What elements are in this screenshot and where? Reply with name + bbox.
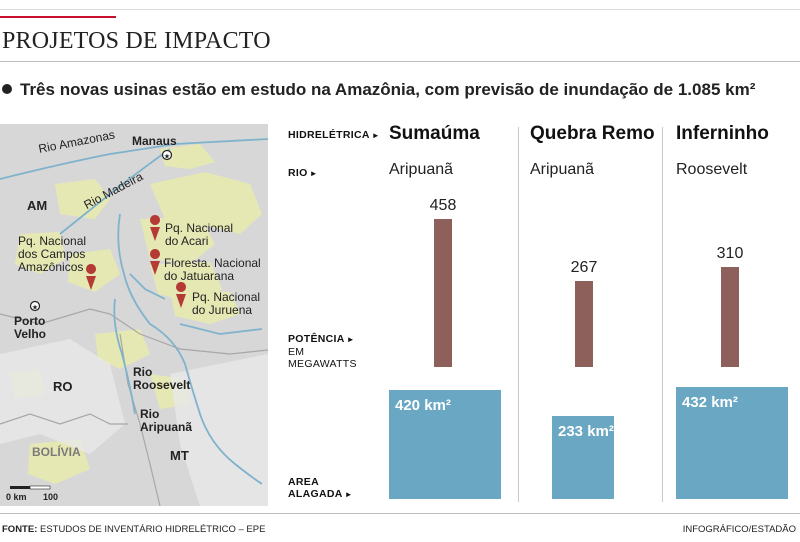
power-bar <box>721 266 739 367</box>
row-label-power: POTÊNCIA ► EM MEGAWATTS <box>288 333 357 370</box>
top-rule <box>0 9 800 10</box>
map: ★ ★ Manaus Porto Velho Rio Amazonas Rio … <box>0 124 268 506</box>
footer-rule <box>0 513 800 514</box>
power-value-label: 310 <box>716 244 744 262</box>
accent-line <box>0 16 116 18</box>
river-name: Roosevelt <box>676 161 748 178</box>
area-box <box>389 390 501 499</box>
river-label-roosevelt: Rio Roosevelt <box>133 365 191 392</box>
park-label-campos: Pq. Nacional dos Campos Amazônicos <box>18 234 87 274</box>
city-label-porto-velho: Porto Velho <box>14 314 47 341</box>
region-label-bolivia: BOLÍVIA <box>32 445 81 459</box>
area-value-label: 233 km² <box>558 423 614 440</box>
scale-label-hundred: 100 <box>43 492 59 502</box>
subtitle: Três novas usinas estão em estudo na Ama… <box>2 80 755 100</box>
bullet-icon <box>2 84 12 94</box>
region-label-am: AM <box>27 198 48 213</box>
svg-text:★: ★ <box>164 153 170 161</box>
row-label-area: AREA ALAGADA ► <box>288 476 353 500</box>
park-label-juruena: Pq. Nacional do Juruena <box>192 290 261 317</box>
row-label-plant: HIDRELÉTRICA ► <box>288 129 380 141</box>
city-label-manaus: Manaus <box>132 134 177 148</box>
scale-label-zero: 0 km <box>6 492 27 502</box>
river-name: Aripuanã <box>530 161 595 178</box>
plant-name: Inferninho <box>676 123 769 144</box>
area-value-label: 432 km² <box>682 394 738 411</box>
svg-text:★: ★ <box>32 304 38 312</box>
map-graphic: ★ ★ <box>0 138 268 506</box>
park-label-jatuarana: Floresta. Nacional do Jatuarana <box>164 256 261 283</box>
power-bar <box>434 219 452 367</box>
row-label-river: RIO ► <box>288 167 318 179</box>
subtitle-text: Três novas usinas estão em estudo na Ama… <box>20 80 756 99</box>
plant-name: Sumaúma <box>389 123 480 144</box>
area-value-label: 420 km² <box>395 397 451 415</box>
title-rule <box>0 61 800 62</box>
plant-name: Quebra Remo <box>530 123 655 144</box>
region-label-mt: MT <box>170 448 189 463</box>
area-box <box>552 416 614 499</box>
column-separator <box>518 127 519 502</box>
river-label-aripuana: Rio Aripuanã <box>140 407 193 434</box>
credit: INFOGRÁFICO/ESTADÃO <box>682 524 796 535</box>
row-label-power-unit: EM MEGAWATTS <box>288 346 357 370</box>
column-separator <box>662 127 663 502</box>
power-bar <box>575 280 593 367</box>
river-name: Aripuanã <box>389 161 454 178</box>
region-label-ro: RO <box>53 379 73 394</box>
area-box <box>676 387 788 499</box>
source: FONTE: ESTUDOS DE INVENTÁRIO HIDRELÉTRIC… <box>2 524 266 535</box>
power-value-label: 267 <box>570 258 598 276</box>
park-label-acari: Pq. Nacional do Acari <box>165 221 234 248</box>
power-value-label: 458 <box>429 197 457 214</box>
page-title: PROJETOS DE IMPACTO <box>2 28 271 54</box>
